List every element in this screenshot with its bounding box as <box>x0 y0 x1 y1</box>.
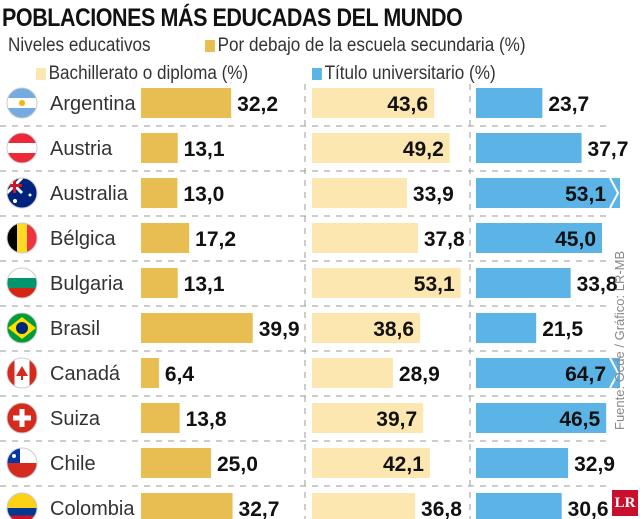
bar <box>141 448 211 478</box>
austria-flag-icon <box>6 132 38 164</box>
bar <box>476 223 602 253</box>
bar <box>312 493 416 519</box>
legend-swatch <box>312 68 322 80</box>
value-label: 13,1 <box>184 273 225 296</box>
country-label: Canadá <box>50 363 121 385</box>
legend-swatch <box>36 68 46 80</box>
country-label: Bélgica <box>50 228 116 250</box>
country-label: Bulgaria <box>50 273 124 295</box>
chart-title: POBLACIONES MÁS EDUCADAS DEL MUNDO <box>2 4 463 32</box>
value-label: 45,0 <box>555 228 596 251</box>
value-label: 30,6 <box>568 498 609 519</box>
bar <box>476 448 569 478</box>
bar <box>476 358 620 388</box>
bar <box>141 313 253 343</box>
bar <box>141 403 180 433</box>
bar <box>312 313 421 343</box>
country-label: Chile <box>50 453 96 475</box>
bar <box>476 178 620 208</box>
bar <box>312 403 424 433</box>
bar <box>141 358 159 388</box>
value-label: 13,1 <box>184 138 225 161</box>
value-label: 28,9 <box>399 363 440 386</box>
bar <box>312 448 430 478</box>
value-label: 39,9 <box>259 318 300 341</box>
value-label: 13,0 <box>183 183 224 206</box>
lr-logo: LR <box>612 490 638 516</box>
value-label: 32,2 <box>237 93 278 116</box>
legend-item-bachillerato: Bachillerato o diploma (%) <box>36 63 248 85</box>
legend-label: Título universitario (%) <box>324 63 496 84</box>
value-label: 43,6 <box>387 93 428 116</box>
bar <box>312 223 418 253</box>
legend-label: Bachillerato o diploma (%) <box>48 63 249 84</box>
brazil-flag-icon <box>6 312 38 344</box>
argentina-flag-icon <box>6 87 38 119</box>
value-label: 25,0 <box>217 453 258 476</box>
value-label: 21,5 <box>542 318 583 341</box>
country-label: Brasil <box>50 318 100 340</box>
country-label: Colombia <box>50 498 135 519</box>
value-label: 37,8 <box>424 228 465 251</box>
legend-item-secundaria: Por debajo de la escuela secundaria (%) <box>205 35 526 57</box>
value-label: 64,7 <box>565 363 606 386</box>
bar <box>141 493 233 519</box>
bar <box>476 403 607 433</box>
bar <box>312 133 450 163</box>
overflow-arrow <box>609 177 620 209</box>
value-label: 46,5 <box>559 408 600 431</box>
canada-flag-icon <box>6 357 38 389</box>
bar <box>312 358 393 388</box>
bar <box>312 178 407 208</box>
value-label: 33,8 <box>577 273 618 296</box>
legend-swatch <box>205 40 215 52</box>
bar <box>141 178 178 208</box>
value-label: 53,1 <box>565 183 606 206</box>
value-label: 39,7 <box>376 408 417 431</box>
value-label: 53,1 <box>414 273 455 296</box>
value-label: 23,7 <box>548 93 589 116</box>
bulgaria-flag-icon <box>6 267 38 299</box>
value-label: 17,2 <box>195 228 236 251</box>
legend-item-universitario: Título universitario (%) <box>312 63 496 85</box>
value-label: 13,8 <box>186 408 227 431</box>
bar <box>141 88 232 118</box>
value-label: 36,8 <box>421 498 462 519</box>
bar <box>141 268 178 298</box>
country-label: Austria <box>50 138 113 160</box>
value-label: 38,6 <box>373 318 414 341</box>
chile-flag-icon <box>6 447 38 479</box>
bar <box>312 88 435 118</box>
bar <box>141 133 178 163</box>
source-note: Fuente: Ocde / Gráfico: LR-MB <box>612 250 627 430</box>
colombia-flag-icon <box>6 492 38 519</box>
bar <box>476 133 582 163</box>
country-label: Suiza <box>50 408 101 430</box>
legend-title: Niveles educativos <box>8 35 151 56</box>
switzerland-flag-icon <box>6 402 38 434</box>
overflow-arrow <box>609 357 620 389</box>
value-label: 32,9 <box>574 453 615 476</box>
bar <box>312 268 461 298</box>
value-label: 42,1 <box>383 453 424 476</box>
value-label: 37,7 <box>588 138 629 161</box>
country-label: Argentina <box>50 93 136 115</box>
value-label: 49,2 <box>403 138 444 161</box>
country-label: Australia <box>50 183 129 205</box>
value-label: 33,9 <box>413 183 454 206</box>
value-label: 32,7 <box>239 498 280 519</box>
bar <box>476 268 571 298</box>
australia-flag-icon <box>6 177 38 209</box>
legend-label: Por debajo de la escuela secundaria (%) <box>217 35 526 56</box>
belgium-flag-icon <box>6 222 38 254</box>
bar <box>476 313 537 343</box>
value-label: 6,4 <box>165 363 195 386</box>
bar <box>141 223 190 253</box>
bar <box>476 493 562 519</box>
bar <box>476 88 543 118</box>
